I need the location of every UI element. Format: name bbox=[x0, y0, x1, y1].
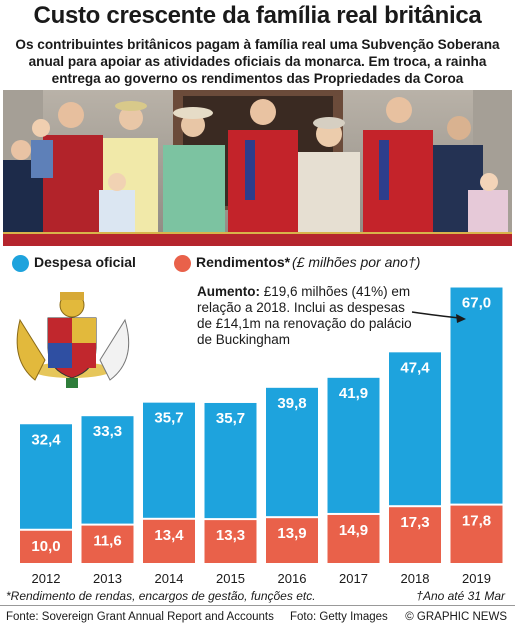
bar-income-2018 bbox=[389, 507, 441, 563]
footer: Fonte: Sovereign Grant Annual Report and… bbox=[0, 605, 515, 630]
x-tick-2017: 2017 bbox=[339, 571, 368, 586]
bar-official-2018 bbox=[389, 352, 441, 506]
bar-official-2016 bbox=[266, 387, 318, 517]
label-income-2014: 13,4 bbox=[154, 527, 184, 544]
label-income-2012: 10,0 bbox=[31, 538, 60, 555]
footnote-income: *Rendimento de rendas, encargos de gestã… bbox=[6, 589, 316, 603]
legend-swatch-official bbox=[12, 255, 29, 272]
footnote-year: †Ano até 31 Mar bbox=[416, 589, 505, 603]
legend-label-official: Despesa oficial bbox=[34, 254, 136, 270]
source-credit: Fonte: Sovereign Grant Annual Report and… bbox=[6, 611, 274, 623]
bar-income-2016 bbox=[266, 518, 318, 563]
chart-subtitle: Os contribuintes britânicos pagam à famí… bbox=[15, 37, 500, 86]
legend-swatch-income bbox=[174, 255, 191, 272]
royal-family-photo bbox=[3, 90, 512, 246]
label-official-2015: 35,7 bbox=[216, 410, 245, 427]
legend-label-income: Rendimentos* bbox=[196, 254, 291, 270]
photo-credit: Foto: Getty Images bbox=[290, 611, 388, 623]
bar-official-2015 bbox=[204, 402, 257, 519]
x-tick-2015: 2015 bbox=[216, 571, 245, 586]
label-official-2012: 32,4 bbox=[31, 431, 61, 448]
bar-income-2013 bbox=[81, 525, 134, 563]
legend-unit: (£ milhões por ano†) bbox=[292, 254, 421, 270]
annotation: Aumento: £19,6 milhões (41%) em relação … bbox=[197, 284, 412, 348]
annotation-bold: Aumento: bbox=[197, 284, 260, 299]
x-tick-2018: 2018 bbox=[401, 571, 430, 586]
label-official-2013: 33,3 bbox=[93, 423, 122, 440]
bar-official-2019 bbox=[450, 287, 503, 504]
label-official-2017: 41,9 bbox=[339, 385, 368, 402]
label-income-2019: 17,8 bbox=[462, 513, 491, 530]
annotation-arrowhead bbox=[456, 314, 466, 323]
label-income-2016: 13,9 bbox=[277, 525, 306, 542]
label-official-2019: 67,0 bbox=[462, 295, 491, 312]
bar-income-2012 bbox=[20, 530, 72, 563]
label-income-2018: 17,3 bbox=[400, 514, 429, 531]
royal-coat-of-arms-icon bbox=[16, 292, 130, 388]
bar-income-2019 bbox=[450, 505, 503, 563]
label-official-2014: 35,7 bbox=[154, 410, 183, 427]
x-tick-2013: 2013 bbox=[93, 571, 122, 586]
bar-income-2017 bbox=[327, 514, 380, 563]
x-tick-2019: 2019 bbox=[462, 571, 491, 586]
label-income-2013: 11,6 bbox=[93, 533, 121, 550]
label-official-2018: 47,4 bbox=[400, 359, 430, 376]
chart-title: Custo crescente da família real britânic… bbox=[33, 2, 482, 29]
label-official-2016: 39,8 bbox=[277, 395, 306, 412]
bar-official-2014 bbox=[143, 402, 195, 518]
label-income-2017: 14,9 bbox=[339, 522, 368, 539]
x-tick-2014: 2014 bbox=[155, 571, 184, 586]
bar-official-2017 bbox=[327, 377, 380, 513]
copyright: © GRAPHIC NEWS bbox=[405, 611, 507, 623]
x-tick-2016: 2016 bbox=[278, 571, 307, 586]
annotation-text: £19,6 milhões (41%) em relação a 2018. I… bbox=[197, 284, 412, 347]
label-income-2015: 13,3 bbox=[216, 527, 245, 544]
bar-official-2013 bbox=[81, 416, 134, 524]
bar-income-2015 bbox=[204, 520, 257, 563]
x-tick-2012: 2012 bbox=[32, 571, 61, 586]
chart-legend: Despesa oficial Rendimentos* (£ milhões … bbox=[0, 250, 515, 274]
bar-official-2012 bbox=[20, 424, 72, 529]
bar-income-2014 bbox=[143, 519, 195, 563]
